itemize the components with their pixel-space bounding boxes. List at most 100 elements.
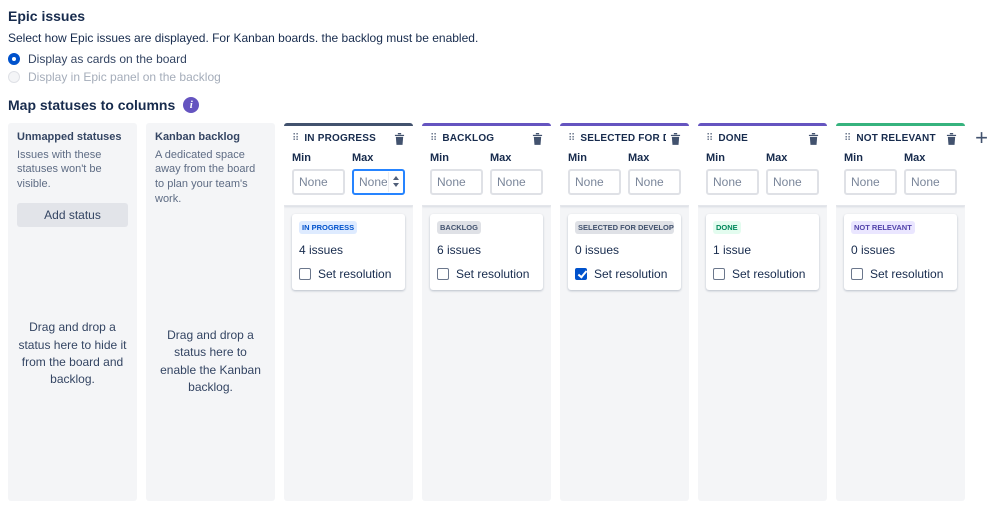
max-label: Max — [628, 151, 650, 164]
drag-handle-icon[interactable]: ⠿ — [430, 132, 438, 144]
column-header: ⠿ NOT RELEVANT Min — [836, 125, 965, 206]
set-resolution-label: Set resolution — [870, 266, 944, 281]
set-resolution-row[interactable]: Set resolution — [851, 267, 950, 281]
radio-button-icon[interactable] — [8, 53, 20, 66]
status-column: ⠿ NOT RELEVANT Min — [836, 122, 965, 501]
status-card[interactable]: DONE 1 issue Set resolution — [706, 213, 819, 290]
unmapped-drop-hint: Drag and drop a status here to hide it f… — [18, 320, 127, 387]
column-body: BACKLOG 6 issues Set resolution — [422, 206, 551, 501]
epic-issues-description: Select how Epic issues are displayed. Fo… — [8, 30, 479, 45]
column-body: NOT RELEVANT 0 issues Set resolution — [836, 206, 965, 501]
kanban-backlog-title: Kanban backlog — [155, 130, 240, 143]
set-resolution-checkbox[interactable] — [851, 267, 863, 280]
set-resolution-label: Set resolution — [318, 266, 392, 281]
radio-label: Display as cards on the board — [28, 52, 187, 67]
column-header: ⠿ BACKLOG Min Max — [422, 125, 551, 206]
delete-column-button[interactable] — [528, 132, 543, 146]
status-columns: ⠿ IN PROGRESS Min — [284, 122, 965, 501]
min-max-controls: Min Max — [706, 152, 819, 195]
trash-icon — [532, 133, 543, 146]
max-label: Max — [904, 151, 926, 164]
drag-handle-icon[interactable]: ⠿ — [706, 132, 714, 144]
radio-display-as-cards[interactable]: Display as cards on the board — [8, 52, 989, 67]
max-label: Max — [490, 151, 512, 164]
status-column: ⠿ IN PROGRESS Min — [284, 122, 413, 501]
status-lozenge: SELECTED FOR DEVELOPMENT — [575, 220, 674, 234]
min-input[interactable] — [568, 168, 621, 195]
max-input[interactable] — [766, 168, 819, 195]
number-stepper[interactable] — [388, 171, 402, 192]
add-status-button[interactable]: Add status — [17, 203, 128, 228]
status-card[interactable]: NOT RELEVANT 0 issues Set resolution — [844, 213, 957, 290]
column-name: IN PROGRESS — [304, 133, 376, 145]
min-max-controls: Min Max — [844, 152, 957, 195]
drag-handle-icon[interactable]: ⠿ — [568, 132, 576, 144]
radio-label: Display in Epic panel on the backlog — [28, 70, 221, 85]
kanban-backlog-column: Kanban backlog A dedicated space away fr… — [146, 122, 275, 501]
set-resolution-row[interactable]: Set resolution — [713, 267, 812, 281]
min-input[interactable] — [292, 168, 345, 195]
issue-count: 4 issues — [299, 242, 344, 257]
set-resolution-checkbox[interactable] — [575, 267, 587, 280]
column-name: NOT RELEVANT — [856, 133, 936, 145]
delete-column-button[interactable] — [390, 132, 405, 146]
max-input[interactable] — [490, 168, 543, 195]
min-max-controls: Min Max — [292, 152, 405, 195]
add-column-button[interactable]: + — [975, 124, 988, 150]
radio-display-epic-panel[interactable]: Display in Epic panel on the backlog — [8, 70, 989, 85]
stepper-up-icon[interactable] — [392, 176, 399, 181]
delete-column-button[interactable] — [942, 132, 957, 146]
min-input[interactable] — [844, 168, 897, 195]
unmapped-statuses-column: Unmapped statuses Issues with these stat… — [8, 122, 137, 501]
set-resolution-row[interactable]: Set resolution — [575, 267, 674, 281]
status-lozenge: DONE — [713, 220, 741, 234]
status-column: ⠿ SELECTED FOR DEVEL... Min — [560, 122, 689, 501]
info-icon[interactable]: i — [183, 97, 200, 114]
column-header: ⠿ DONE Min Max — [698, 125, 827, 206]
min-input[interactable] — [430, 168, 483, 195]
status-lozenge: BACKLOG — [437, 220, 481, 234]
column-body: IN PROGRESS 4 issues Set resolution — [284, 206, 413, 501]
max-input[interactable] — [904, 168, 957, 195]
min-label: Min — [706, 151, 725, 164]
status-card[interactable]: BACKLOG 6 issues Set resolution — [430, 213, 543, 290]
issue-count: 0 issues — [575, 242, 620, 257]
set-resolution-checkbox[interactable] — [713, 267, 725, 280]
status-card[interactable]: SELECTED FOR DEVELOPMENT 0 issues Set re… — [568, 213, 681, 290]
drag-handle-icon[interactable]: ⠿ — [844, 132, 852, 144]
column-body: DONE 1 issue Set resolution — [698, 206, 827, 501]
max-input[interactable] — [352, 168, 405, 195]
drag-handle-icon[interactable]: ⠿ — [292, 132, 300, 144]
min-max-controls: Min Max — [430, 152, 543, 195]
map-statuses-header: Map statuses to columns i — [8, 97, 989, 114]
set-resolution-label: Set resolution — [732, 266, 806, 281]
max-input[interactable] — [628, 168, 681, 195]
set-resolution-row[interactable]: Set resolution — [299, 267, 398, 281]
issue-count: 6 issues — [437, 242, 482, 257]
delete-column-button[interactable] — [666, 132, 681, 146]
status-column: ⠿ DONE Min Max — [698, 122, 827, 501]
issue-count: 1 issue — [713, 242, 752, 257]
min-label: Min — [844, 151, 863, 164]
column-header: ⠿ SELECTED FOR DEVEL... Min — [560, 125, 689, 206]
min-label: Min — [430, 151, 449, 164]
max-label: Max — [766, 151, 788, 164]
columns-board: Unmapped statuses Issues with these stat… — [8, 122, 989, 501]
min-max-controls: Min Max — [568, 152, 681, 195]
set-resolution-checkbox[interactable] — [437, 267, 449, 280]
trash-icon — [946, 133, 957, 146]
status-lozenge: IN PROGRESS — [299, 220, 358, 234]
status-card[interactable]: IN PROGRESS 4 issues Set resolution — [292, 213, 405, 290]
max-label: Max — [352, 151, 374, 164]
delete-column-button[interactable] — [804, 132, 819, 146]
stepper-down-icon[interactable] — [392, 183, 399, 188]
epic-issues-title: Epic issues — [8, 8, 86, 24]
set-resolution-row[interactable]: Set resolution — [437, 267, 536, 281]
radio-button-icon[interactable] — [8, 71, 20, 84]
min-input[interactable] — [706, 168, 759, 195]
column-name: BACKLOG — [442, 133, 495, 145]
set-resolution-checkbox[interactable] — [299, 267, 311, 280]
unmapped-title: Unmapped statuses — [17, 130, 122, 143]
kanban-backlog-drop-hint: Drag and drop a status here to enable th… — [160, 327, 261, 395]
